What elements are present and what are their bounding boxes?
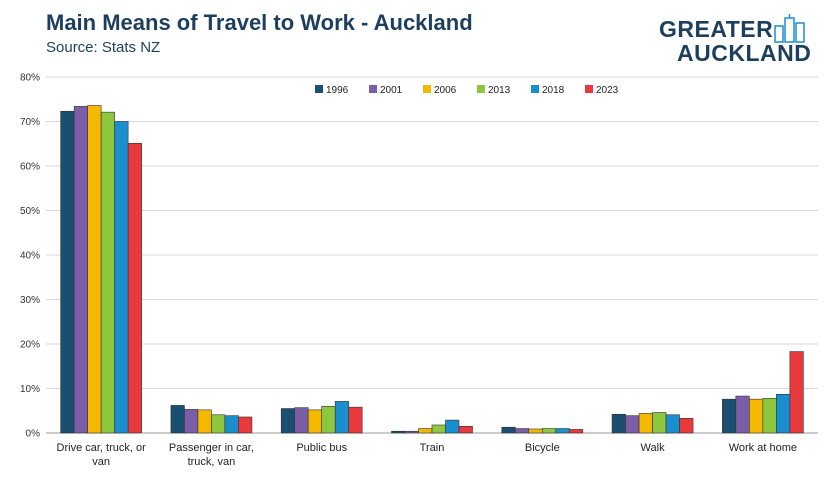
bar xyxy=(679,418,694,434)
bar xyxy=(501,426,516,434)
bar xyxy=(735,395,750,434)
x-category-label: Train xyxy=(420,442,445,454)
legend-label: 2023 xyxy=(596,85,619,96)
bar xyxy=(73,106,88,434)
bar xyxy=(404,430,419,434)
bar xyxy=(445,419,460,434)
y-tick-label: 0% xyxy=(26,429,41,440)
bar xyxy=(638,413,653,434)
bar xyxy=(652,412,667,434)
bar xyxy=(568,429,584,434)
bar xyxy=(87,105,102,434)
legend-label: 2001 xyxy=(380,85,403,96)
bar xyxy=(307,409,323,434)
y-tick-label: 20% xyxy=(20,340,40,351)
chart-subtitle: Source: Stats NZ xyxy=(46,39,161,56)
legend-label: 2013 xyxy=(488,85,511,96)
x-category-label: Passenger in car, xyxy=(169,442,254,454)
legend-swatch xyxy=(477,85,485,93)
legend-label: 2018 xyxy=(542,85,565,96)
bar xyxy=(722,398,737,434)
city-skyline-icon xyxy=(774,14,805,43)
bar xyxy=(391,430,406,434)
legend-swatch xyxy=(423,85,431,93)
x-category-label: van xyxy=(92,456,110,468)
bar xyxy=(224,415,239,434)
legend-swatch xyxy=(315,85,323,93)
legend-label: 2006 xyxy=(434,85,457,96)
legend-swatch xyxy=(585,85,593,93)
x-category-label: Public bus xyxy=(296,442,347,454)
bar xyxy=(348,406,363,434)
bar xyxy=(431,424,446,434)
bar xyxy=(127,143,142,434)
bar xyxy=(789,351,804,434)
y-tick-label: 60% xyxy=(20,162,40,173)
legend-swatch xyxy=(369,85,377,93)
y-tick-label: 40% xyxy=(20,251,40,262)
bar xyxy=(321,405,336,434)
y-tick-label: 70% xyxy=(20,117,40,128)
bar xyxy=(100,111,115,434)
y-tick-label: 10% xyxy=(20,384,40,395)
bar xyxy=(334,401,350,434)
bar xyxy=(458,426,473,434)
logo-line-1: GREATER xyxy=(659,16,774,42)
bar xyxy=(211,414,226,434)
x-category-label: Work at home xyxy=(729,442,797,454)
x-category-label: Drive car, truck, or xyxy=(57,442,147,454)
y-tick-label: 50% xyxy=(20,206,40,217)
x-category-label: Walk xyxy=(641,442,666,454)
bar xyxy=(611,414,626,434)
bar xyxy=(280,408,296,434)
legend-label: 1996 xyxy=(326,85,349,96)
bar xyxy=(541,428,557,434)
x-category-label: truck, van xyxy=(188,456,236,468)
bar xyxy=(665,414,680,434)
chart-title: Main Means of Travel to Work - Auckland xyxy=(46,10,473,35)
bar xyxy=(294,407,309,434)
bar xyxy=(170,405,185,434)
bar xyxy=(555,428,570,434)
bar xyxy=(60,110,75,434)
y-tick-label: 30% xyxy=(20,295,40,306)
bar xyxy=(418,428,433,434)
bar xyxy=(514,428,530,434)
bar xyxy=(197,409,212,434)
bar xyxy=(528,428,543,434)
greater-auckland-logo: GREATER AUCKLAND xyxy=(659,14,819,70)
bar xyxy=(776,393,791,434)
bar xyxy=(762,397,777,434)
y-tick-label: 80% xyxy=(20,73,40,84)
legend-swatch xyxy=(531,85,539,93)
bar xyxy=(114,121,129,434)
bar xyxy=(238,416,253,434)
bar xyxy=(184,409,199,434)
bar xyxy=(749,398,764,434)
logo-line-2: AUCKLAND xyxy=(677,40,812,66)
x-category-label: Bicycle xyxy=(525,442,560,454)
bar xyxy=(625,415,640,434)
